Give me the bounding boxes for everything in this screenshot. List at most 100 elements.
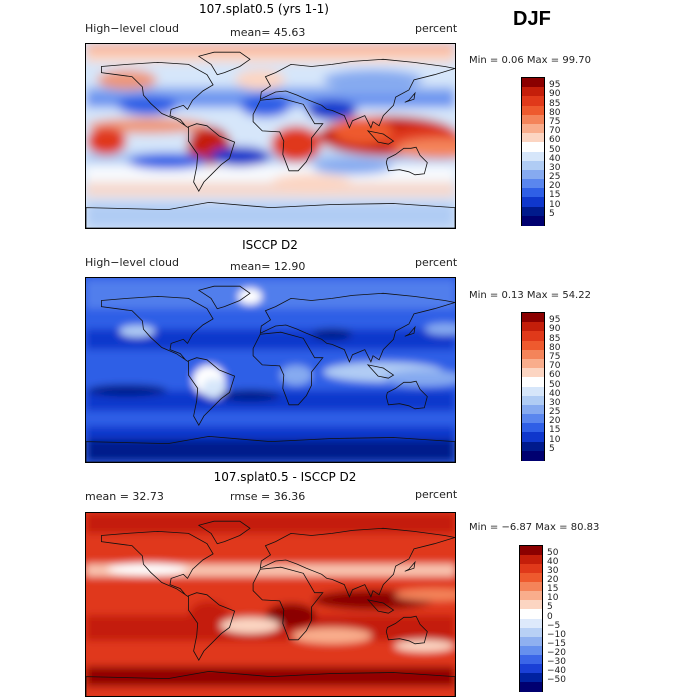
colorbar-cell: [522, 160, 544, 171]
contour-region: [119, 325, 156, 338]
colorbar-cell: [522, 441, 544, 452]
coastline: [385, 615, 428, 645]
colorbar-cell: [520, 636, 542, 647]
panel3-minmax: Min = −6.87 Max = 80.83: [469, 522, 600, 533]
coastline: [101, 295, 214, 363]
contour-band: [86, 182, 455, 198]
coastline: [101, 61, 214, 129]
colorbar-cell: [520, 654, 542, 665]
coastline: [188, 123, 236, 193]
coastline: [366, 599, 395, 614]
contour-region: [312, 158, 393, 175]
colorbar-cell: [520, 681, 542, 692]
contour-region: [271, 174, 352, 190]
colorbar-cell: [520, 582, 542, 592]
panel2-units-label: percent: [415, 256, 458, 269]
colorbar-cell: [520, 600, 542, 610]
coastline: [259, 58, 455, 129]
colorbar-cell: [522, 206, 544, 217]
coastline: [259, 527, 455, 598]
colorbar-cell: [522, 340, 544, 351]
coastline: [252, 97, 324, 172]
panel3-units-label: percent: [415, 488, 458, 501]
colorbar-tick-label: −20: [547, 647, 566, 658]
panel2-title: ISCCP D2: [242, 238, 298, 252]
coastline: [404, 560, 416, 572]
colorbar-cell: [522, 188, 544, 198]
contour-region: [202, 378, 227, 399]
colorbar-cell: [520, 555, 542, 565]
panel1-colorbar: [521, 77, 545, 226]
contour-region: [209, 146, 270, 167]
contour-region: [87, 384, 167, 397]
colorbar-cell: [520, 645, 542, 656]
colorbar-cell: [522, 368, 544, 378]
colorbar-tick-label: 0: [547, 611, 553, 622]
contour-region: [394, 588, 455, 601]
colorbar-cell: [520, 672, 542, 683]
contour-region: [384, 370, 455, 387]
colorbar-cell: [522, 395, 544, 406]
colorbar-tick-label: −5: [547, 620, 561, 631]
colorbar-tick-label: −10: [547, 629, 566, 640]
coastline: [86, 201, 455, 228]
colorbar-tick-label: 80: [549, 107, 561, 118]
contour-region: [240, 93, 291, 118]
coastline: [188, 592, 236, 662]
colorbar-cell: [522, 377, 544, 387]
colorbar-tick-label: 50: [549, 144, 561, 155]
colorbar-tick-label: 75: [549, 351, 561, 362]
colorbar-cell: [520, 573, 542, 583]
contour-field: [86, 278, 455, 462]
colorbar-cell: [522, 96, 544, 107]
contour-band: [86, 52, 455, 63]
contour-band: [86, 280, 455, 309]
contour-region: [128, 153, 208, 170]
contour-region: [323, 69, 423, 90]
colorbar-cell: [522, 404, 544, 415]
panel2-variable-label: High−level cloud: [85, 256, 179, 269]
coastline: [404, 325, 416, 337]
colorbar-tick-label: 20: [549, 181, 561, 192]
contour-region: [424, 323, 455, 336]
coastline: [366, 130, 395, 145]
coastline: [197, 520, 251, 545]
contour-band: [86, 202, 455, 228]
colorbar-cell: [522, 322, 544, 332]
coastline: [197, 51, 251, 76]
contour-region: [97, 69, 157, 90]
colorbar-tick-label: 15: [547, 584, 559, 595]
contour-region: [292, 627, 372, 644]
coastline: [252, 331, 324, 406]
panel1-units-label: percent: [415, 22, 458, 35]
colorbar-tick-label: 75: [549, 116, 561, 127]
colorbar-cell: [522, 179, 544, 189]
colorbar-tick-label: 30: [547, 566, 559, 577]
colorbar-cell: [522, 423, 544, 433]
colorbar-tick-label: 40: [549, 153, 561, 164]
panel1-minmax: Min = 0.06 Max = 99.70: [469, 55, 591, 66]
panel3-title: 107.splat0.5 - ISCCP D2: [213, 470, 357, 484]
panel1-variable-label: High−level cloud: [85, 22, 179, 35]
contour-band: [86, 439, 455, 462]
contour-region: [220, 389, 280, 402]
colorbar-cell: [522, 215, 544, 226]
coastline: [197, 285, 251, 310]
panel1-title: 107.splat0.5 (yrs 1-1): [199, 2, 329, 16]
colorbar-tick-label: 10: [547, 593, 559, 604]
contour-region: [271, 126, 322, 163]
colorbar-cell: [520, 663, 542, 674]
colorbar-cell: [522, 78, 544, 88]
colorbar-cell: [522, 123, 544, 134]
coastline: [86, 435, 455, 462]
colorbar-tick-label: 25: [549, 407, 561, 418]
contour-band: [86, 426, 455, 440]
contour-region: [280, 365, 313, 386]
colorbar-cell: [522, 432, 544, 443]
colorbar-cell: [520, 609, 542, 619]
colorbar-tick-label: 40: [549, 388, 561, 399]
colorbar-cell: [522, 358, 544, 369]
colorbar-tick-label: 90: [549, 324, 561, 335]
colorbar-cell: [520, 627, 542, 638]
colorbar-tick-label: 50: [547, 548, 559, 559]
